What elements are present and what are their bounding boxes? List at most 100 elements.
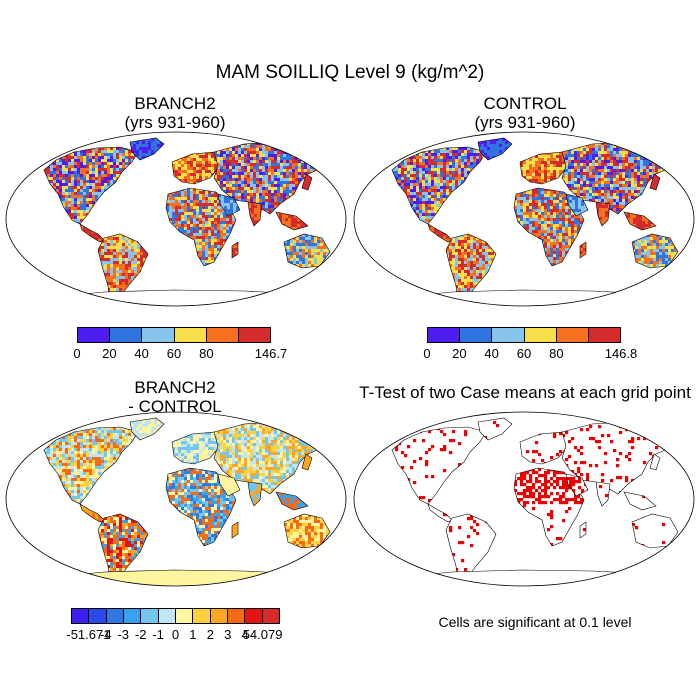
map-boundary <box>353 131 695 307</box>
figure-title: MAM SOILLIQ Level 9 (kg/m^2) <box>215 62 485 83</box>
panel-title-control: CONTROL (yrs 931-960) <box>395 94 655 132</box>
colorbar-tick-label: 80 <box>549 346 564 361</box>
colorbar-tick-label: 60 <box>166 346 182 361</box>
coastline-australia <box>283 513 331 549</box>
coastline-central-america <box>427 223 453 243</box>
land-central-america <box>428 504 452 522</box>
colorbar-difference: -51.671 -4 -3 -2 -1 0 1 2 3 4 54.079 <box>66 608 283 648</box>
coastline-europe <box>171 431 221 465</box>
colorbar-tick-label: 1 <box>189 627 197 642</box>
colorbar-swatch <box>262 609 279 623</box>
colorbar-swatch <box>556 328 589 342</box>
coastline-europe <box>171 151 221 185</box>
colorbar-swatches <box>77 327 271 343</box>
coastline-europe <box>519 431 569 465</box>
colorbar-tick-label: -1 <box>152 627 164 642</box>
coastline-madagascar <box>231 241 239 259</box>
colorbar-swatch <box>227 609 246 623</box>
panel-title-ttest: T-Test of two Case means at each grid po… <box>359 383 691 402</box>
coastline-australia <box>283 233 331 269</box>
grid-cells-central-america <box>428 224 452 242</box>
coastline-greenland <box>129 137 165 161</box>
colorbar-tick-label: 0 <box>73 346 81 361</box>
coastline-central-america <box>427 503 453 523</box>
panel-title-line2: (yrs 931-960) <box>124 113 226 132</box>
coastline-north-america <box>391 426 487 505</box>
coastline-india <box>595 481 611 507</box>
coastline-arabia <box>565 193 589 217</box>
land-japan <box>650 454 660 470</box>
map-control <box>353 131 695 307</box>
colorbar-tick-label: -51.671 <box>66 627 111 642</box>
significance-note: Cells are significant at 0.1 level <box>438 614 632 630</box>
map-boundary <box>5 411 347 587</box>
coastline-north-america <box>43 146 139 225</box>
colorbar-tick-label: -3 <box>117 627 130 642</box>
coastline-japan <box>649 453 661 471</box>
land-north-america <box>392 427 486 504</box>
coastline-madagascar <box>579 241 587 259</box>
colorbar-swatch <box>588 328 621 342</box>
colorbar-swatch <box>174 328 207 342</box>
panel-title-branch2: BRANCH2 (yrs 931-960) <box>45 94 305 132</box>
colorbar-swatch <box>89 609 107 623</box>
coastline-se-asia <box>623 491 657 511</box>
coastline-europe <box>519 151 569 185</box>
panel-title-difference: BRANCH2 - CONTROL <box>45 378 305 416</box>
map-ttest <box>353 411 695 587</box>
colorbar-tick-label: 40 <box>484 346 499 361</box>
panel-title-line2: - CONTROL <box>128 397 222 416</box>
grid-cells-se-asia <box>624 212 656 230</box>
coastline-india <box>247 481 263 507</box>
colorbar-swatch <box>460 328 493 342</box>
colorbar-swatch <box>110 328 143 342</box>
land-se-asia <box>624 492 656 510</box>
colorbar-tick-label: 4 <box>241 627 249 642</box>
coastline-australia <box>631 233 679 269</box>
colorbar-swatch <box>106 609 124 623</box>
coastline-se-asia <box>623 211 657 231</box>
coastline-arabia <box>565 473 589 497</box>
colorbar-swatch <box>245 609 263 623</box>
coastline-australia <box>631 513 679 549</box>
colorbar-tick-label: 146.8 <box>604 346 638 361</box>
coastline-se-asia <box>275 211 309 231</box>
grid-cells-central-america <box>80 504 104 522</box>
coastline-greenland <box>477 137 513 161</box>
map-boundary <box>353 411 695 587</box>
colorbar-tick-label: 60 <box>516 346 532 361</box>
coastline-japan <box>649 173 661 191</box>
colorbar-swatches <box>427 327 621 343</box>
colorbar-swatch <box>238 328 271 342</box>
coastline-greenland <box>129 417 165 441</box>
coastline-central-america <box>79 223 105 243</box>
significant-cells-se-asia <box>642 495 646 499</box>
coastline-madagascar <box>579 521 587 539</box>
colorbar-swatch <box>193 609 211 623</box>
colorbar-swatch <box>158 609 176 623</box>
map-branch2 <box>5 131 347 307</box>
colorbar-swatch <box>72 609 90 623</box>
colorbar-tick-label: 40 <box>134 346 149 361</box>
coastline-madagascar <box>231 521 239 539</box>
grid-cells-central-america <box>80 224 104 242</box>
map-boundary <box>5 131 347 307</box>
coastline-central-america <box>79 503 105 523</box>
grid-cells-se-asia <box>276 492 308 510</box>
colorbar-swatch <box>492 328 525 342</box>
coastline-arabia <box>217 473 241 497</box>
colorbar-tick-label: 0 <box>171 627 180 642</box>
colorbar-swatch <box>141 609 159 623</box>
grid-cells-se-asia <box>276 212 308 230</box>
colorbar-tick-label: 54.079 <box>242 627 283 642</box>
colorbar-swatches <box>71 608 280 624</box>
colorbar-swatch <box>175 609 194 623</box>
coastline-india <box>247 201 263 227</box>
colorbar-tick-label: -4 <box>100 627 112 642</box>
coastline-north-america <box>43 426 139 505</box>
panel-title-line1: CONTROL <box>483 94 567 113</box>
colorbar-tick-label: 3 <box>224 627 232 642</box>
land-greenland <box>478 418 512 440</box>
colorbar-tick-label: 146.7 <box>254 346 288 361</box>
colorbar-branch2: 0 20 40 60 80 146.7 <box>73 327 287 367</box>
